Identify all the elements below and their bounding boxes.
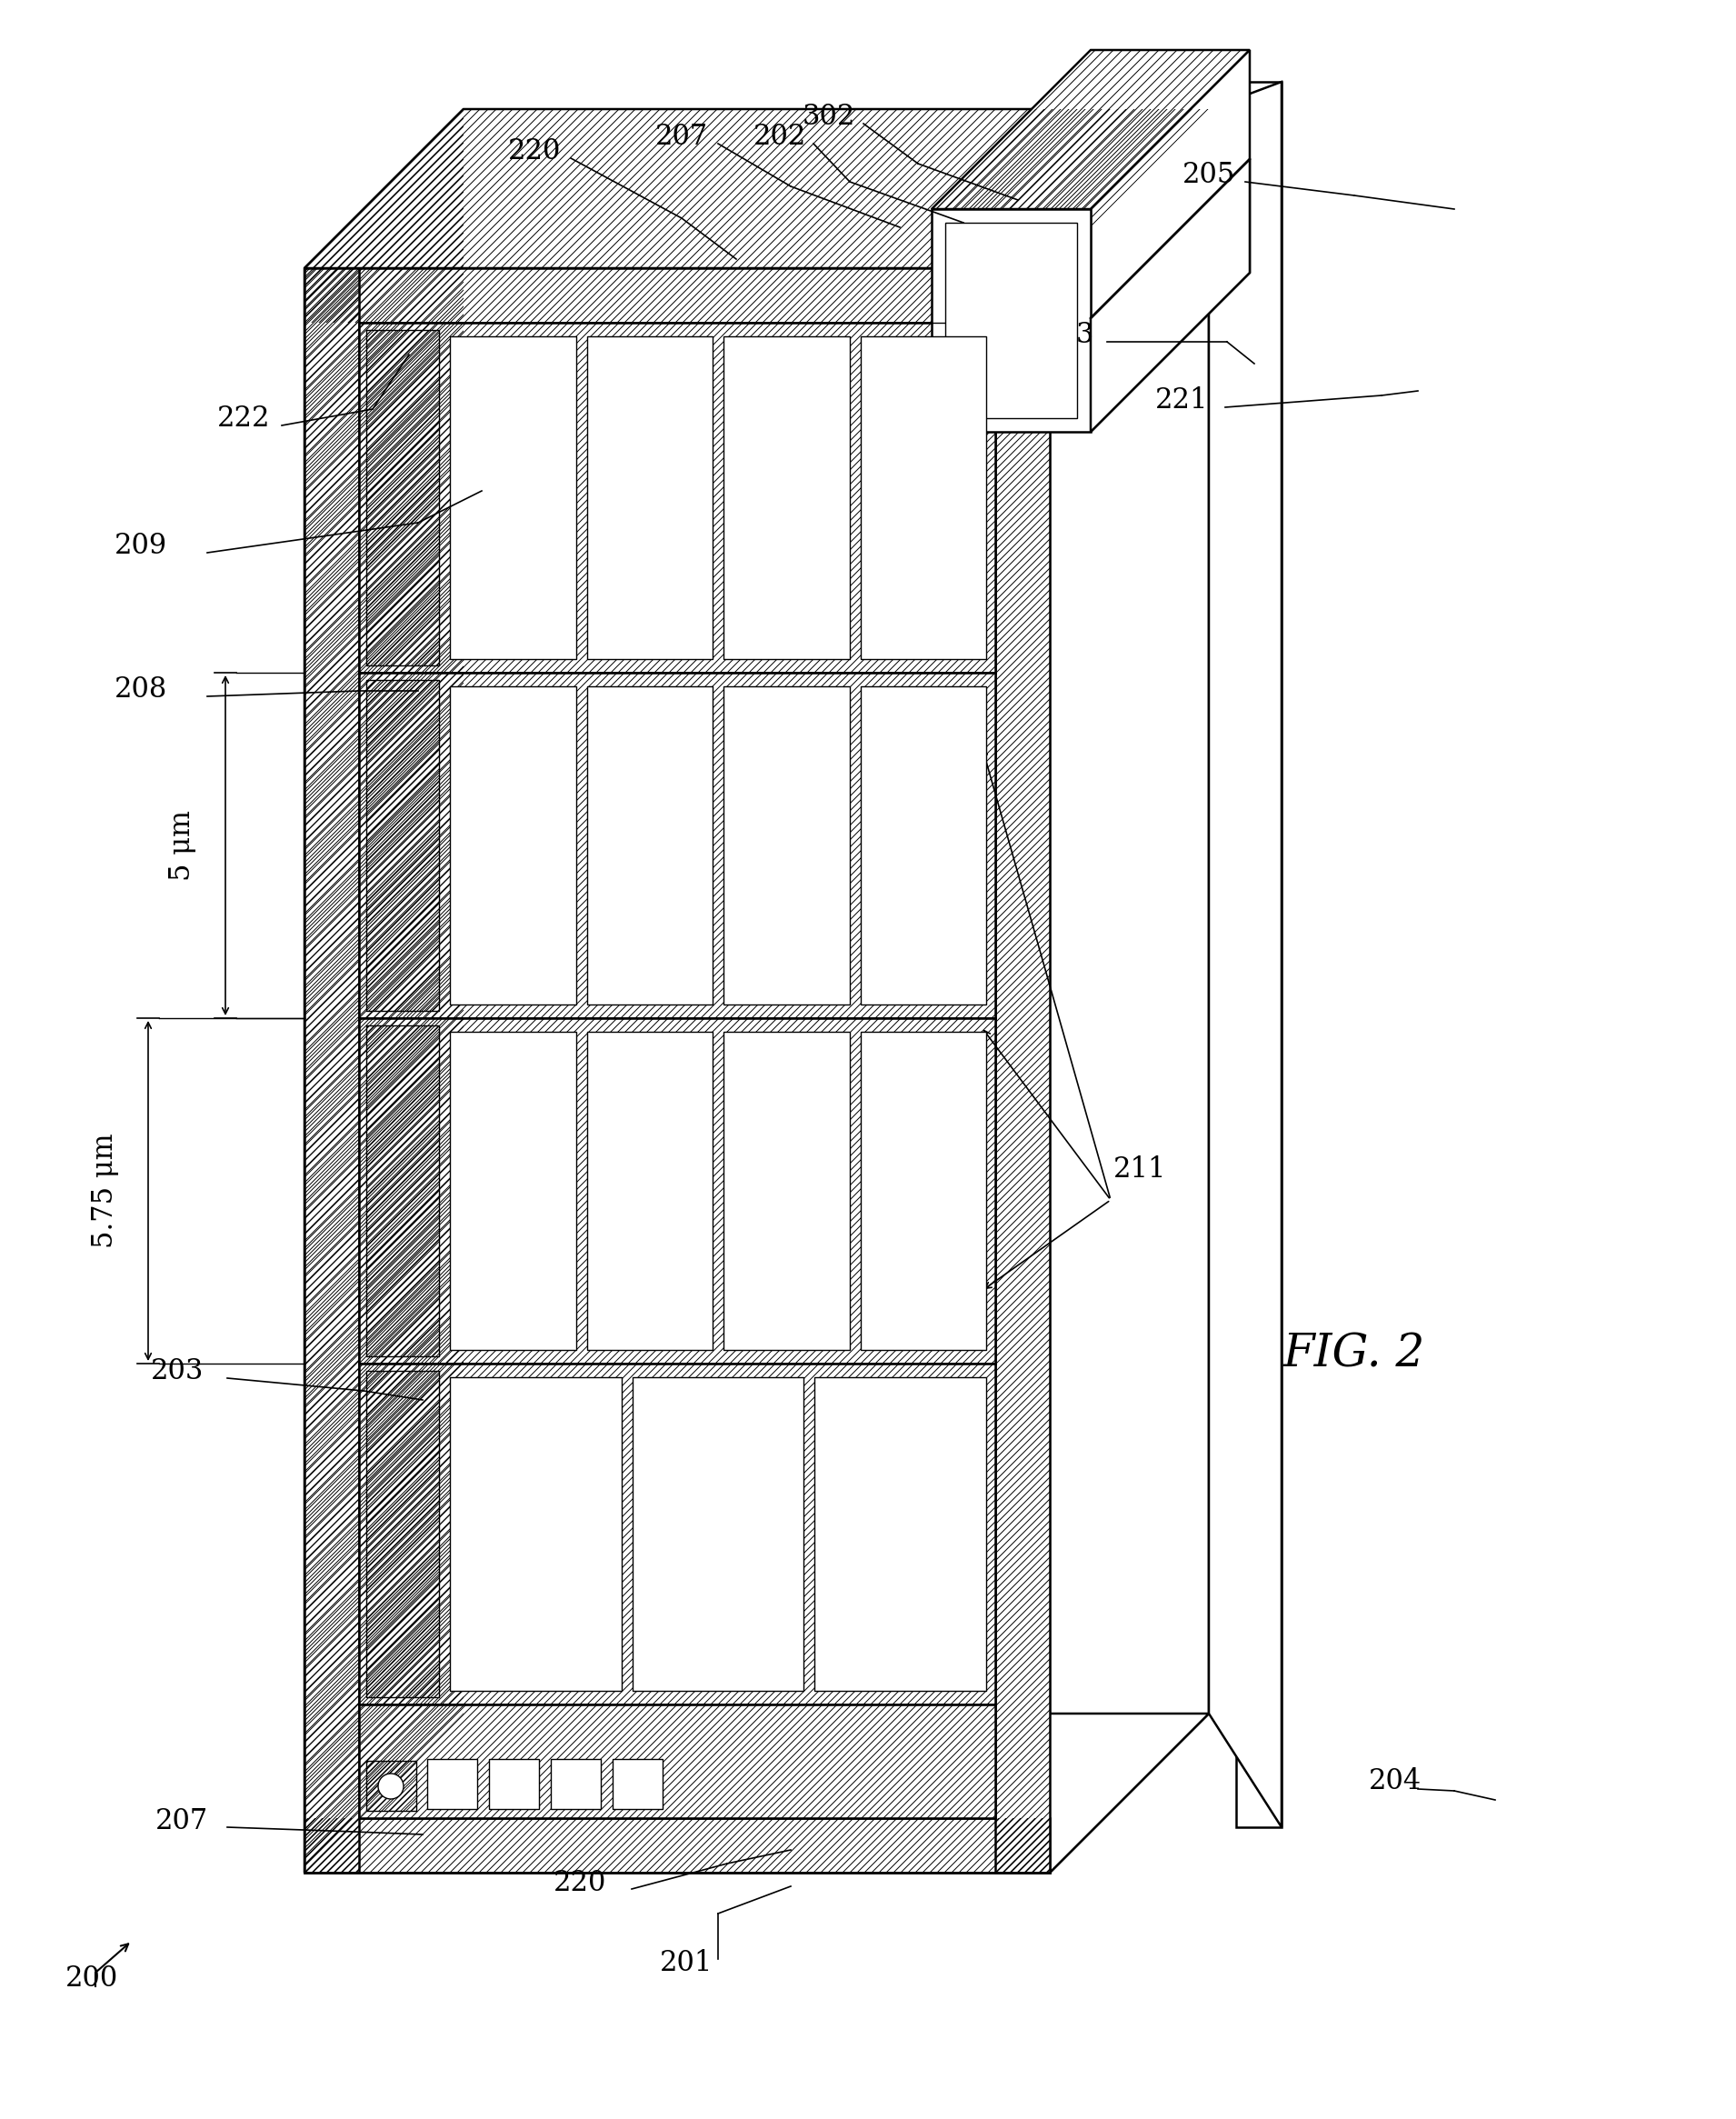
Polygon shape <box>359 322 995 672</box>
Text: 220: 220 <box>554 1869 606 1899</box>
Text: 5.75 μm: 5.75 μm <box>90 1134 118 1248</box>
Text: FIG. 2: FIG. 2 <box>1283 1333 1425 1377</box>
Text: 205: 205 <box>1182 161 1236 189</box>
Bar <box>450 337 576 659</box>
Text: 221: 221 <box>1154 386 1208 413</box>
Bar <box>724 687 849 1004</box>
Polygon shape <box>359 672 995 1017</box>
Bar <box>587 1032 712 1350</box>
Bar <box>861 1032 986 1350</box>
Polygon shape <box>932 51 1250 210</box>
Bar <box>490 1759 538 1810</box>
Polygon shape <box>995 269 1050 1873</box>
Bar <box>450 1377 621 1691</box>
Bar <box>613 1759 663 1810</box>
Polygon shape <box>304 1818 1050 1873</box>
Text: 203: 203 <box>1042 320 1094 350</box>
Bar <box>861 337 986 659</box>
Text: 211: 211 <box>1113 1155 1167 1185</box>
Text: 207: 207 <box>155 1808 208 1835</box>
Polygon shape <box>1090 159 1250 432</box>
Polygon shape <box>366 680 439 1011</box>
Polygon shape <box>366 1761 417 1812</box>
Polygon shape <box>359 1017 995 1365</box>
Bar <box>587 687 712 1004</box>
Polygon shape <box>1090 51 1250 432</box>
Polygon shape <box>304 269 359 1873</box>
Polygon shape <box>366 1371 439 1697</box>
Bar <box>450 687 576 1004</box>
Text: 202: 202 <box>753 123 806 150</box>
Text: 5 μm: 5 μm <box>168 809 196 882</box>
Polygon shape <box>304 108 1208 269</box>
Circle shape <box>378 1774 403 1799</box>
Polygon shape <box>1050 108 1208 1873</box>
Bar <box>861 687 986 1004</box>
Bar <box>587 337 712 659</box>
Text: 302: 302 <box>802 102 856 131</box>
Text: 201: 201 <box>660 1949 713 1977</box>
Text: 208: 208 <box>115 676 167 704</box>
Text: 209: 209 <box>115 532 167 559</box>
Text: 207: 207 <box>654 123 708 150</box>
Bar <box>632 1377 804 1691</box>
Polygon shape <box>359 1365 995 1704</box>
Bar <box>946 222 1076 417</box>
Polygon shape <box>1208 83 1281 1827</box>
Bar <box>724 337 849 659</box>
Polygon shape <box>304 269 1050 322</box>
Bar <box>814 1377 986 1691</box>
Bar <box>932 210 1090 432</box>
Bar <box>450 1032 576 1350</box>
Polygon shape <box>359 1704 995 1818</box>
Bar <box>550 1759 601 1810</box>
Polygon shape <box>366 331 439 665</box>
Polygon shape <box>366 1026 439 1356</box>
Bar <box>724 1032 849 1350</box>
Polygon shape <box>304 108 464 1873</box>
Text: 204: 204 <box>1368 1767 1422 1795</box>
Bar <box>1236 83 1281 1827</box>
Text: 200: 200 <box>66 1964 118 1992</box>
Text: 203: 203 <box>151 1356 203 1386</box>
Text: 220: 220 <box>509 138 561 165</box>
Polygon shape <box>304 1714 1208 1873</box>
Bar <box>427 1759 477 1810</box>
Text: 222: 222 <box>217 405 271 432</box>
